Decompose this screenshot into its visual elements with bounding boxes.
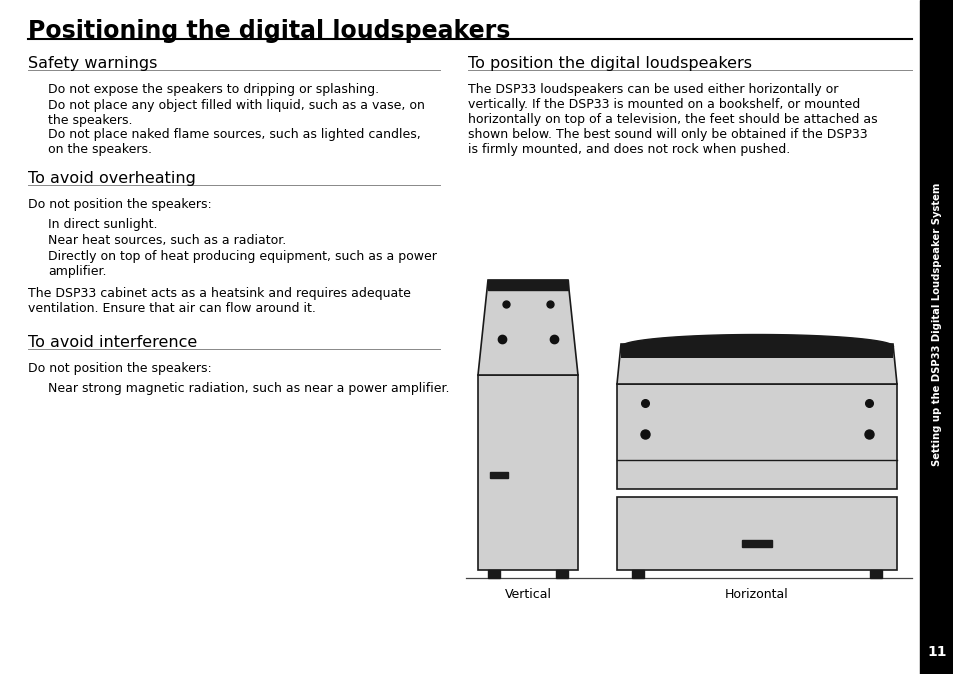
Text: The DSP33 loudspeakers can be used either horizontally or
vertically. If the DSP: The DSP33 loudspeakers can be used eithe… (468, 83, 877, 156)
Bar (617, 384, 896, 489)
Bar (490, 472, 507, 479)
Text: Setting up the DSP33 Digital Loudspeaker System: Setting up the DSP33 Digital Loudspeaker… (931, 182, 941, 466)
Bar (869, 570, 882, 578)
Text: In direct sunlight.: In direct sunlight. (48, 218, 157, 231)
Text: To avoid interference: To avoid interference (28, 335, 197, 350)
Text: To avoid overheating: To avoid overheating (28, 171, 195, 186)
Text: 11: 11 (926, 645, 945, 659)
Text: The DSP33 cabinet acts as a heatsink and requires adequate
ventilation. Ensure t: The DSP33 cabinet acts as a heatsink and… (28, 287, 411, 315)
Text: Do not position the speakers:: Do not position the speakers: (28, 362, 212, 375)
Text: Near heat sources, such as a radiator.: Near heat sources, such as a radiator. (48, 234, 286, 247)
Bar (488, 280, 567, 290)
Text: Horizontal: Horizontal (724, 588, 788, 601)
Text: Do not expose the speakers to dripping or splashing.: Do not expose the speakers to dripping o… (48, 83, 378, 96)
FancyBboxPatch shape (620, 344, 892, 358)
Text: Do not position the speakers:: Do not position the speakers: (28, 198, 212, 211)
Text: Positioning the digital loudspeakers: Positioning the digital loudspeakers (28, 19, 510, 43)
Text: To position the digital loudspeakers: To position the digital loudspeakers (468, 56, 751, 71)
Bar (477, 375, 578, 570)
Bar (488, 570, 499, 578)
Text: Directly on top of heat producing equipment, such as a power
amplifier.: Directly on top of heat producing equipm… (48, 250, 436, 278)
Bar (617, 497, 896, 570)
Bar (631, 570, 643, 578)
Bar (741, 540, 771, 547)
Text: Safety warnings: Safety warnings (28, 56, 157, 71)
Bar (919, 0, 953, 674)
Text: Do not place any object filled with liquid, such as a vase, on
the speakers.: Do not place any object filled with liqu… (48, 99, 424, 127)
Bar (556, 570, 567, 578)
Polygon shape (617, 344, 896, 384)
Text: Near strong magnetic radiation, such as near a power amplifier.: Near strong magnetic radiation, such as … (48, 382, 449, 395)
Text: Do not place naked flame sources, such as lighted candles,
on the speakers.: Do not place naked flame sources, such a… (48, 128, 420, 156)
Polygon shape (477, 280, 578, 375)
Text: Vertical: Vertical (504, 588, 551, 601)
